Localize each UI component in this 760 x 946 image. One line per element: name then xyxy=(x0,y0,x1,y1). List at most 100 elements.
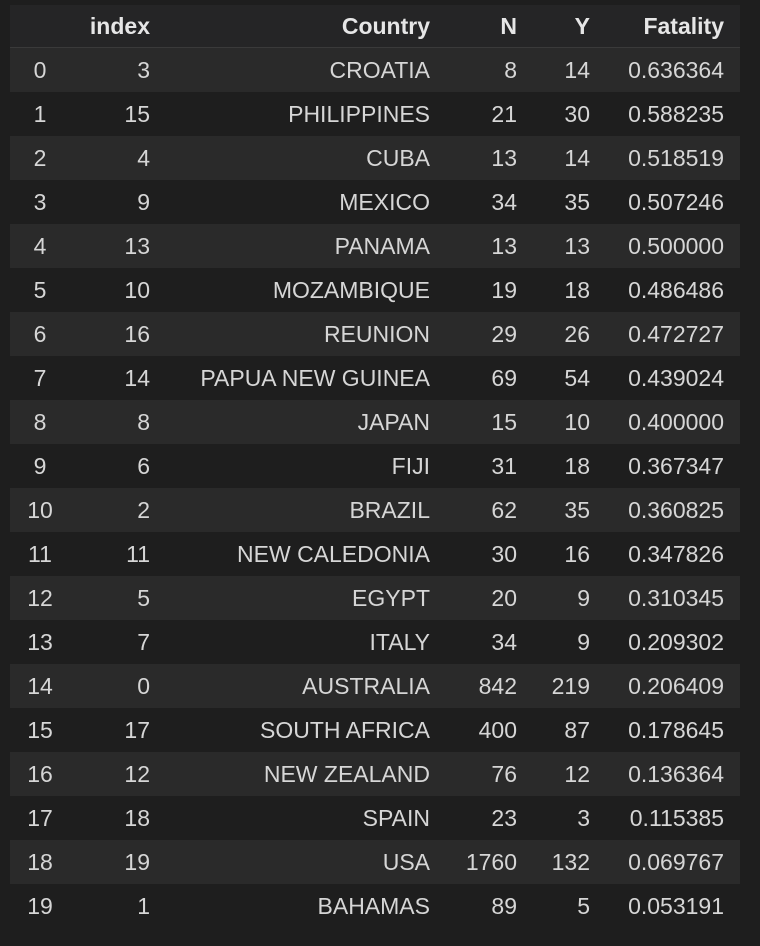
row-label: 7 xyxy=(10,356,70,400)
row-label: 12 xyxy=(10,576,70,620)
table-row: 3 9 MEXICO 34 35 0.507246 xyxy=(10,180,740,224)
cell-y: 14 xyxy=(527,47,600,92)
row-label: 3 xyxy=(10,180,70,224)
cell-y: 9 xyxy=(527,576,600,620)
cell-n: 30 xyxy=(440,532,527,576)
table-row: 0 3 CROATIA 8 14 0.636364 xyxy=(10,47,740,92)
cell-y: 16 xyxy=(527,532,600,576)
row-label: 19 xyxy=(10,884,70,928)
header-fatality: Fatality xyxy=(600,5,740,48)
cell-index: 18 xyxy=(70,796,160,840)
table-row: 4 13 PANAMA 13 13 0.500000 xyxy=(10,224,740,268)
row-label: 17 xyxy=(10,796,70,840)
cell-fatality: 0.400000 xyxy=(600,400,740,444)
table-row: 16 12 NEW ZEALAND 76 12 0.136364 xyxy=(10,752,740,796)
cell-country: BRAZIL xyxy=(160,488,440,532)
cell-y: 18 xyxy=(527,444,600,488)
cell-index: 3 xyxy=(70,47,160,92)
cell-n: 8 xyxy=(440,47,527,92)
cell-n: 13 xyxy=(440,136,527,180)
cell-fatality: 0.518519 xyxy=(600,136,740,180)
header-country: Country xyxy=(160,5,440,48)
header-n: N xyxy=(440,5,527,48)
cell-country: MOZAMBIQUE xyxy=(160,268,440,312)
cell-y: 132 xyxy=(527,840,600,884)
cell-country: SOUTH AFRICA xyxy=(160,708,440,752)
cell-fatality: 0.486486 xyxy=(600,268,740,312)
cell-n: 842 xyxy=(440,664,527,708)
cell-country: NEW ZEALAND xyxy=(160,752,440,796)
cell-index: 19 xyxy=(70,840,160,884)
cell-country: NEW CALEDONIA xyxy=(160,532,440,576)
header-index: index xyxy=(70,5,160,48)
row-label: 13 xyxy=(10,620,70,664)
cell-country: MEXICO xyxy=(160,180,440,224)
cell-fatality: 0.636364 xyxy=(600,47,740,92)
table-row: 19 1 BAHAMAS 89 5 0.053191 xyxy=(10,884,740,928)
cell-fatality: 0.178645 xyxy=(600,708,740,752)
cell-y: 54 xyxy=(527,356,600,400)
cell-n: 15 xyxy=(440,400,527,444)
cell-n: 34 xyxy=(440,620,527,664)
row-label: 11 xyxy=(10,532,70,576)
table-row: 7 14 PAPUA NEW GUINEA 69 54 0.439024 xyxy=(10,356,740,400)
cell-n: 29 xyxy=(440,312,527,356)
header-y: Y xyxy=(527,5,600,48)
table-row: 2 4 CUBA 13 14 0.518519 xyxy=(10,136,740,180)
cell-country: EGYPT xyxy=(160,576,440,620)
row-label: 14 xyxy=(10,664,70,708)
cell-country: PANAMA xyxy=(160,224,440,268)
cell-index: 5 xyxy=(70,576,160,620)
row-label: 4 xyxy=(10,224,70,268)
cell-y: 219 xyxy=(527,664,600,708)
cell-fatality: 0.367347 xyxy=(600,444,740,488)
row-label: 9 xyxy=(10,444,70,488)
cell-fatality: 0.439024 xyxy=(600,356,740,400)
row-label: 15 xyxy=(10,708,70,752)
cell-y: 13 xyxy=(527,224,600,268)
cell-fatality: 0.209302 xyxy=(600,620,740,664)
cell-fatality: 0.069767 xyxy=(600,840,740,884)
cell-fatality: 0.360825 xyxy=(600,488,740,532)
cell-n: 34 xyxy=(440,180,527,224)
cell-country: ITALY xyxy=(160,620,440,664)
cell-index: 10 xyxy=(70,268,160,312)
cell-index: 16 xyxy=(70,312,160,356)
row-label: 18 xyxy=(10,840,70,884)
row-label: 16 xyxy=(10,752,70,796)
cell-index: 6 xyxy=(70,444,160,488)
cell-index: 13 xyxy=(70,224,160,268)
row-label: 6 xyxy=(10,312,70,356)
cell-y: 35 xyxy=(527,180,600,224)
cell-country: REUNION xyxy=(160,312,440,356)
cell-country: CUBA xyxy=(160,136,440,180)
dataframe-output: index Country N Y Fatality 0 3 CROATIA 8 14 0… xyxy=(10,5,740,928)
table-row: 15 17 SOUTH AFRICA 400 87 0.178645 xyxy=(10,708,740,752)
table-row: 1 15 PHILIPPINES 21 30 0.588235 xyxy=(10,92,740,136)
table-row: 6 16 REUNION 29 26 0.472727 xyxy=(10,312,740,356)
table-row: 17 18 SPAIN 23 3 0.115385 xyxy=(10,796,740,840)
table-row: 18 19 USA 1760 132 0.069767 xyxy=(10,840,740,884)
cell-n: 19 xyxy=(440,268,527,312)
table-body: 0 3 CROATIA 8 14 0.636364 1 15 PHILIPPINES 21 30 0.… xyxy=(10,47,740,928)
cell-n: 89 xyxy=(440,884,527,928)
cell-country: USA xyxy=(160,840,440,884)
cell-fatality: 0.588235 xyxy=(600,92,740,136)
cell-fatality: 0.053191 xyxy=(600,884,740,928)
table-row: 8 8 JAPAN 15 10 0.400000 xyxy=(10,400,740,444)
table-row: 14 0 AUSTRALIA 842 219 0.206409 xyxy=(10,664,740,708)
cell-fatality: 0.472727 xyxy=(600,312,740,356)
cell-y: 5 xyxy=(527,884,600,928)
cell-country: JAPAN xyxy=(160,400,440,444)
row-label: 0 xyxy=(10,47,70,92)
cell-n: 76 xyxy=(440,752,527,796)
cell-country: FIJI xyxy=(160,444,440,488)
cell-index: 12 xyxy=(70,752,160,796)
row-label: 10 xyxy=(10,488,70,532)
cell-fatality: 0.206409 xyxy=(600,664,740,708)
cell-country: PHILIPPINES xyxy=(160,92,440,136)
cell-index: 2 xyxy=(70,488,160,532)
dataframe-table: index Country N Y Fatality 0 3 CROATIA 8 14 0… xyxy=(10,5,740,928)
cell-y: 12 xyxy=(527,752,600,796)
table-row: 13 7 ITALY 34 9 0.209302 xyxy=(10,620,740,664)
